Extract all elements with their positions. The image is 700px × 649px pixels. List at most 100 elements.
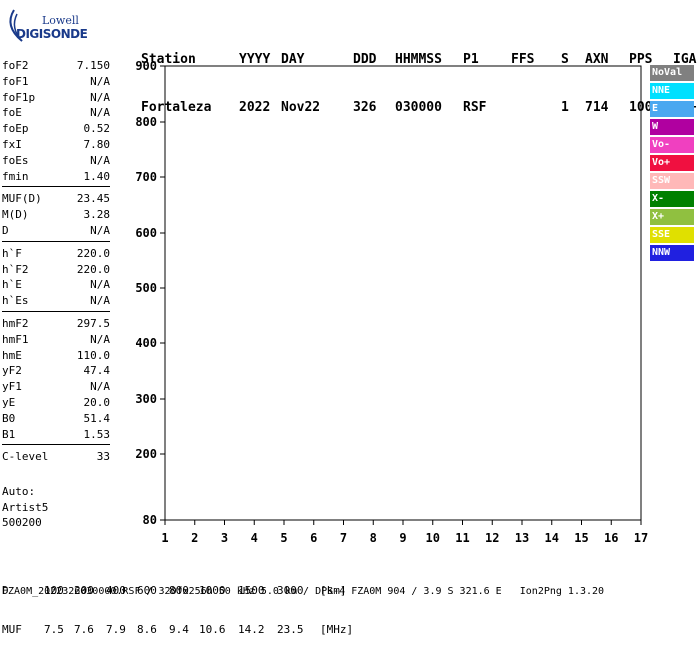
muf-value: 7.6 <box>74 623 94 636</box>
param-row: foEsN/A <box>2 153 110 169</box>
param-name: h`F <box>2 246 22 262</box>
param-name: D <box>2 223 9 239</box>
param-row: yE 20.0 <box>2 395 110 411</box>
param-value: 7.150 <box>77 58 110 74</box>
legend-item: NNW <box>650 245 694 261</box>
param-row: B1 1.53 <box>2 427 110 443</box>
muf-row: MUF7.57.67.98.69.410.614.223.5[MHz] <box>2 623 15 636</box>
param-value: 3.28 <box>84 207 111 223</box>
plot-frame <box>165 66 641 520</box>
header-value: 100 <box>629 100 652 116</box>
param-name: foF1p <box>2 90 35 106</box>
param-name: fmin <box>2 169 29 185</box>
param-row: fmin 1.40 <box>2 169 110 185</box>
param-value: N/A <box>90 74 110 90</box>
auto-program: Artist5 <box>2 500 48 516</box>
y-tick-label: 500 <box>135 281 157 295</box>
param-name: foEp <box>2 121 29 137</box>
param-name: h`Es <box>2 293 29 309</box>
param-value: 47.4 <box>84 363 111 379</box>
param-row: foF1N/A <box>2 74 110 90</box>
param-row: foF1p N/A <box>2 90 110 106</box>
panel-separator <box>2 311 110 314</box>
param-value: N/A <box>90 223 110 239</box>
param-row: yF1N/A <box>2 379 110 395</box>
param-row: foE N/A <box>2 105 110 121</box>
header-value: 030000 <box>395 100 442 116</box>
param-name: foEs <box>2 153 29 169</box>
param-value: 220.0 <box>77 246 110 262</box>
legend-item: X- <box>650 191 694 207</box>
muf-value: 23.5 <box>277 623 304 636</box>
muf-value: 14.2 <box>238 623 265 636</box>
panel-separator <box>2 444 110 447</box>
param-row: D N/A <box>2 223 110 239</box>
param-value: 0.52 <box>84 121 111 137</box>
param-name: hmE <box>2 348 22 364</box>
x-tick-label: 12 <box>485 531 499 545</box>
x-tick-labels: 1234567891011121314151617 <box>161 531 648 545</box>
param-value: N/A <box>90 105 110 121</box>
param-value: 220.0 <box>77 262 110 278</box>
param-name: foE <box>2 105 22 121</box>
logo-digisonde-text: DIGISONDE <box>16 27 87 41</box>
x-tick-label: 11 <box>455 531 469 545</box>
header-values-row: Fortaleza2022Nov22326030000RSF171410010+… <box>141 100 157 116</box>
param-row: fxI7.80 <box>2 137 110 153</box>
header-label: DAY <box>281 52 304 68</box>
param-value: 20.0 <box>84 395 111 411</box>
param-row: h`F2 220.0 <box>2 262 110 278</box>
param-name: hmF2 <box>2 316 29 332</box>
param-value: 1.40 <box>84 169 111 185</box>
x-tick-label: 5 <box>280 531 287 545</box>
y-tick-label: 80 <box>143 513 157 527</box>
param-row: B051.4 <box>2 411 110 427</box>
header-label: DDD <box>353 52 376 68</box>
direction-legend: NoValNNEEWVo-Vo+SSWX-X+SSENNW <box>650 65 694 263</box>
y-tick-label: 400 <box>135 336 157 350</box>
header-value: Fortaleza <box>141 100 211 116</box>
muf-table: D100200400600800100015003000[km] MUF7.57… <box>2 558 15 649</box>
parameter-panel: foF27.150foF1N/AfoF1pN/AfoEN/AfoEp0.52fx… <box>2 58 110 465</box>
param-value: N/A <box>90 277 110 293</box>
header-value: 2022 <box>239 100 270 116</box>
chart-axes <box>160 66 641 525</box>
legend-item: SSW <box>650 173 694 189</box>
param-value: 33 <box>97 449 110 465</box>
header-label: YYYY <box>239 52 270 68</box>
param-value: 1.53 <box>84 427 111 443</box>
param-name: fxI <box>2 137 22 153</box>
header-value: 1 <box>561 100 569 116</box>
header-value: Nov22 <box>281 100 320 116</box>
param-name: MUF(D) <box>2 191 42 207</box>
auto-version: 500200 <box>2 515 48 531</box>
x-tick-label: 17 <box>634 531 648 545</box>
header-value: 714 <box>585 100 608 116</box>
x-tick-label: 1 <box>161 531 168 545</box>
legend-item: X+ <box>650 209 694 225</box>
x-tick-label: 8 <box>370 531 377 545</box>
legend-item: Vo+ <box>650 155 694 171</box>
header-label: S <box>561 52 569 68</box>
param-name: yE <box>2 395 15 411</box>
param-value: N/A <box>90 90 110 106</box>
y-tick-label: 200 <box>135 447 157 461</box>
param-row: C-level33 <box>2 449 110 465</box>
param-name: B0 <box>2 411 15 427</box>
x-tick-label: 15 <box>574 531 588 545</box>
header-value: RSF <box>463 100 486 116</box>
digisonde-logo: Lowell DIGISONDE <box>2 4 122 48</box>
auto-label: Auto: <box>2 484 48 500</box>
param-name: B1 <box>2 427 15 443</box>
param-name: M(D) <box>2 207 29 223</box>
param-value: N/A <box>90 379 110 395</box>
legend-item: NNE <box>650 83 694 99</box>
header-label: FFS <box>511 52 534 68</box>
param-value: N/A <box>90 293 110 309</box>
x-tick-label: 9 <box>399 531 406 545</box>
header-label: Station <box>141 52 196 68</box>
muf-label: MUF <box>2 623 22 636</box>
logo-lowell-text: Lowell <box>42 14 79 27</box>
param-name: h`F2 <box>2 262 29 278</box>
header-label: HHMMSS <box>395 52 442 68</box>
